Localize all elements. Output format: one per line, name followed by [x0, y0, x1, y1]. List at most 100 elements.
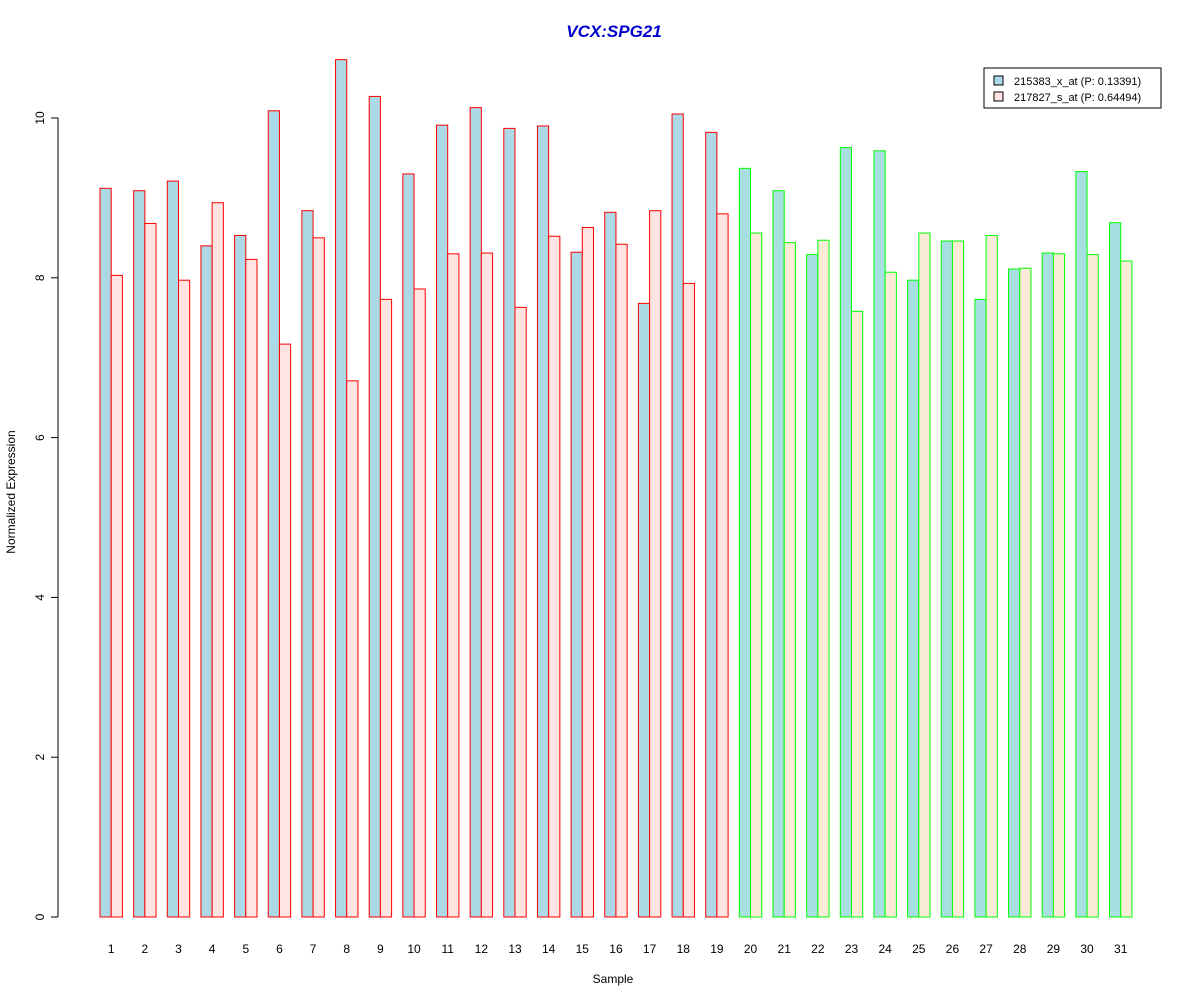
bar-sample-15-series-1 [570, 251, 583, 918]
bar-sample-21-series-1 [772, 190, 785, 918]
bar-sample-1-series-2 [110, 274, 123, 918]
x-axis-title: Sample [593, 972, 634, 986]
chart-title: VCX:SPG21 [566, 22, 661, 41]
bar-sample-6-series-1 [267, 110, 280, 918]
bar-sample-5-series-2 [245, 258, 258, 918]
bar-sample-27-series-2 [985, 234, 998, 918]
bar-sample-9-series-1 [368, 95, 381, 918]
y-tick-label: 4 [33, 594, 47, 601]
bar-sample-24-series-1 [873, 150, 886, 918]
x-tick-label: 25 [912, 942, 926, 956]
bars-group [99, 59, 1133, 918]
bar-sample-8-series-2 [346, 380, 359, 918]
bar-sample-13-series-2 [514, 306, 527, 918]
y-tick-label: 0 [33, 913, 47, 920]
bar-sample-19-series-2 [716, 213, 729, 918]
bar-sample-31-series-2 [1120, 260, 1133, 918]
x-tick-label: 14 [542, 942, 556, 956]
bar-sample-16-series-1 [604, 211, 617, 918]
x-tick-label: 6 [276, 942, 283, 956]
bar-sample-18-series-1 [671, 113, 684, 918]
bar-sample-10-series-1 [402, 173, 415, 918]
bar-sample-11-series-1 [436, 124, 449, 918]
bar-sample-12-series-1 [469, 107, 482, 918]
bar-sample-30-series-2 [1086, 254, 1099, 918]
x-tick-label: 26 [946, 942, 960, 956]
bar-sample-21-series-2 [783, 242, 796, 918]
bar-sample-11-series-2 [447, 253, 460, 918]
x-tick-label: 27 [979, 942, 993, 956]
bar-sample-29-series-2 [1052, 253, 1066, 918]
bar-sample-2-series-1 [133, 190, 146, 918]
x-tick-label: 24 [878, 942, 892, 956]
x-tick-label: 22 [811, 942, 825, 956]
x-tick-label: 30 [1080, 942, 1094, 956]
y-axis: 0 2 4 6 8 10 [33, 111, 59, 920]
bar-sample-20-series-2 [750, 232, 763, 918]
bar-sample-8-series-1 [335, 59, 348, 918]
x-axis-labels: 1 2 3 4 5 6 7 8 9 10 11 12 13 14 15 16 17 18 19 20 21 22 23 24 2… [108, 942, 1128, 956]
bar-sample-20-series-1 [738, 167, 752, 918]
bar-sample-22-series-2 [817, 239, 830, 918]
bar-sample-3-series-1 [166, 180, 180, 918]
bar-sample-14-series-1 [536, 125, 550, 918]
x-tick-label: 4 [209, 942, 216, 956]
bar-sample-6-series-2 [278, 343, 292, 918]
x-tick-label: 3 [175, 942, 182, 956]
bar-sample-24-series-2 [884, 271, 897, 918]
bar-sample-17-series-2 [649, 210, 662, 918]
bar-sample-12-series-2 [480, 252, 494, 918]
bar-sample-10-series-2 [413, 288, 426, 918]
bar-sample-25-series-2 [918, 232, 931, 918]
x-tick-label: 10 [407, 942, 421, 956]
bar-sample-30-series-1 [1075, 171, 1088, 918]
bar-sample-22-series-1 [806, 254, 819, 918]
bar-sample-14-series-2 [548, 235, 561, 918]
x-tick-label: 28 [1013, 942, 1027, 956]
x-tick-label: 31 [1114, 942, 1128, 956]
x-tick-label: 18 [677, 942, 691, 956]
y-axis-title: Normalized Expression [4, 430, 18, 553]
bar-sample-7-series-2 [312, 237, 325, 918]
y-tick-label: 10 [33, 111, 47, 125]
x-tick-label: 17 [643, 942, 657, 956]
bar-sample-28-series-1 [1008, 268, 1021, 918]
bar-sample-25-series-1 [907, 279, 920, 918]
legend-label-series-1: 215383_x_at (P: 0.13391) [1014, 76, 1141, 88]
x-tick-label: 5 [242, 942, 249, 956]
x-tick-label: 21 [778, 942, 792, 956]
y-tick-label: 6 [33, 434, 47, 441]
bar-sample-1-series-1 [99, 187, 112, 918]
x-tick-label: 13 [508, 942, 522, 956]
bar-sample-19-series-1 [705, 131, 718, 918]
x-tick-label: 12 [475, 942, 489, 956]
x-tick-label: 20 [744, 942, 758, 956]
bar-sample-23-series-2 [851, 310, 864, 918]
x-tick-label: 1 [108, 942, 115, 956]
y-tick-label: 2 [33, 754, 47, 761]
x-tick-label: 15 [576, 942, 590, 956]
bar-sample-7-series-1 [301, 210, 314, 918]
bar-sample-5-series-1 [234, 234, 247, 918]
bar-sample-31-series-1 [1109, 222, 1122, 918]
x-tick-label: 29 [1047, 942, 1061, 956]
x-tick-label: 2 [142, 942, 149, 956]
x-tick-label: 8 [343, 942, 350, 956]
bar-sample-26-series-1 [940, 240, 953, 918]
x-tick-label: 19 [710, 942, 724, 956]
legend-box [983, 67, 1162, 109]
x-tick-label: 23 [845, 942, 859, 956]
bar-sample-16-series-2 [615, 243, 628, 918]
bar-sample-29-series-1 [1041, 252, 1054, 918]
bar-sample-17-series-1 [637, 302, 651, 918]
bar-sample-23-series-1 [839, 147, 852, 918]
bar-sample-2-series-2 [144, 222, 157, 918]
bar-sample-26-series-2 [951, 240, 965, 918]
x-tick-label: 11 [441, 942, 454, 956]
y-tick-label: 8 [33, 274, 47, 281]
x-tick-label: 9 [377, 942, 384, 956]
bar-sample-18-series-2 [682, 282, 695, 918]
bar-sample-28-series-2 [1019, 267, 1032, 918]
bar-sample-4-series-2 [211, 202, 224, 918]
